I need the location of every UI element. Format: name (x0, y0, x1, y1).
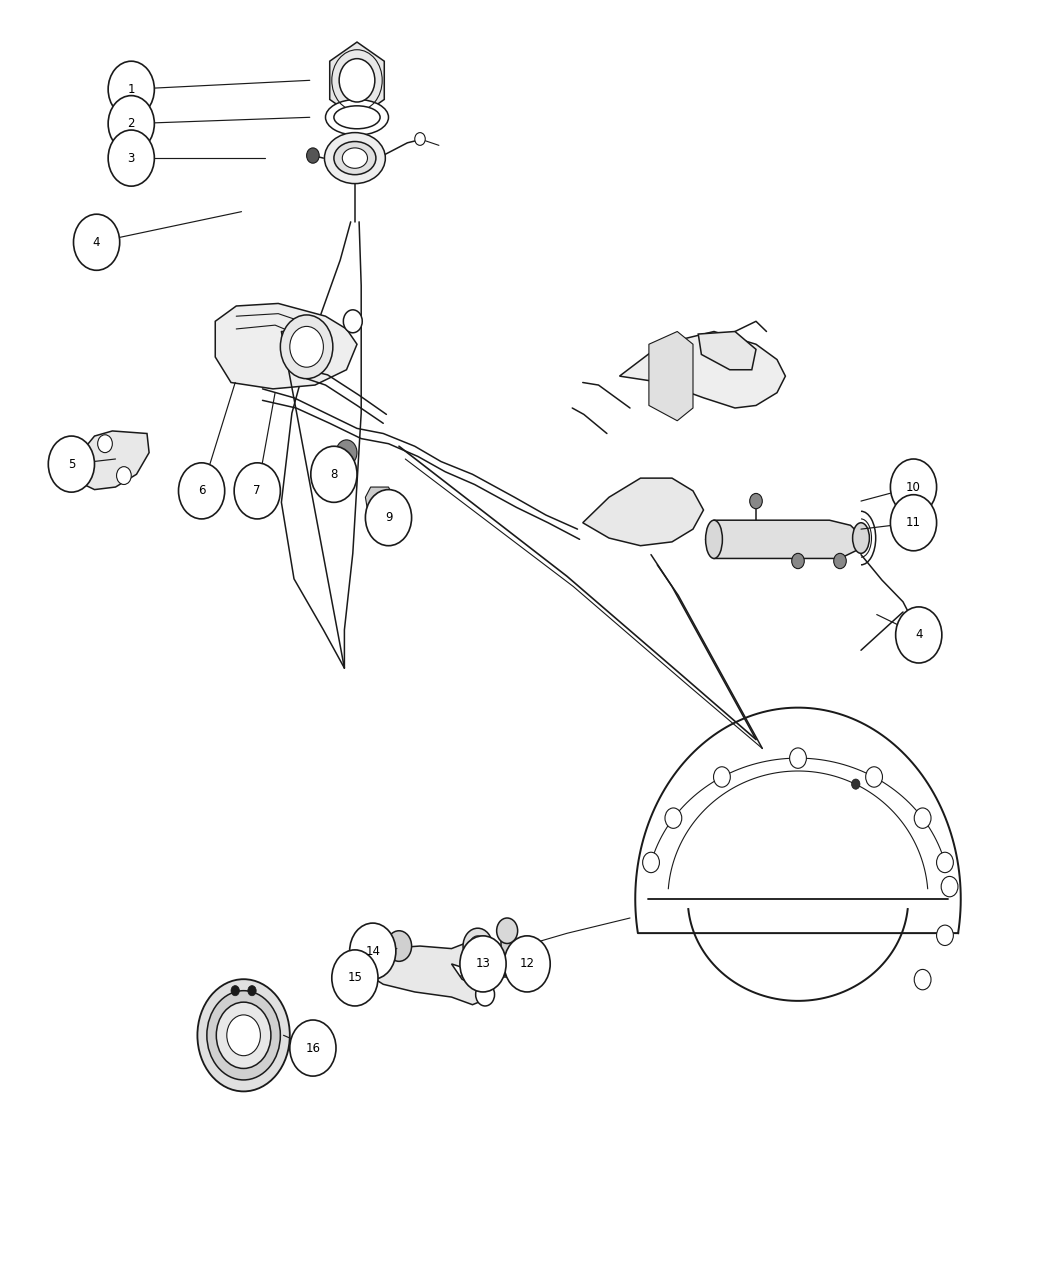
Circle shape (504, 936, 550, 992)
Ellipse shape (324, 133, 385, 184)
Text: 4: 4 (915, 629, 923, 641)
Circle shape (890, 459, 937, 515)
Circle shape (339, 59, 375, 102)
Ellipse shape (342, 148, 368, 168)
Circle shape (386, 931, 412, 961)
Circle shape (207, 991, 280, 1080)
Circle shape (98, 435, 112, 453)
Circle shape (108, 61, 154, 117)
Circle shape (915, 808, 931, 829)
Ellipse shape (334, 106, 380, 129)
Text: 3: 3 (127, 152, 135, 164)
Circle shape (280, 315, 333, 379)
Text: 14: 14 (365, 945, 380, 958)
Text: 1: 1 (127, 83, 135, 96)
Text: 5: 5 (67, 458, 76, 470)
Bar (501, 931, 513, 977)
Circle shape (248, 986, 256, 996)
Circle shape (469, 936, 486, 956)
Polygon shape (215, 303, 357, 389)
Circle shape (117, 467, 131, 484)
Circle shape (74, 214, 120, 270)
Ellipse shape (334, 142, 376, 175)
Text: 12: 12 (520, 958, 534, 970)
Circle shape (365, 490, 412, 546)
Circle shape (234, 463, 280, 519)
Circle shape (108, 130, 154, 186)
Text: 7: 7 (253, 484, 261, 497)
Text: 2: 2 (127, 117, 135, 130)
Polygon shape (706, 520, 861, 558)
Circle shape (350, 923, 396, 979)
Text: 9: 9 (384, 511, 393, 524)
Circle shape (231, 986, 239, 996)
Polygon shape (635, 708, 961, 933)
Circle shape (307, 148, 319, 163)
Circle shape (865, 766, 882, 787)
Circle shape (665, 808, 681, 829)
Text: 10: 10 (906, 481, 921, 493)
Polygon shape (357, 938, 491, 1005)
Circle shape (937, 926, 953, 946)
Text: 4: 4 (92, 236, 101, 249)
Circle shape (227, 1015, 260, 1056)
Circle shape (750, 493, 762, 509)
Circle shape (714, 766, 731, 787)
Polygon shape (620, 332, 785, 408)
Circle shape (216, 1002, 271, 1068)
Polygon shape (330, 42, 384, 119)
Text: 16: 16 (306, 1042, 320, 1054)
Circle shape (415, 133, 425, 145)
Ellipse shape (853, 523, 869, 553)
Circle shape (336, 440, 357, 465)
Circle shape (834, 553, 846, 569)
Circle shape (48, 436, 94, 492)
Polygon shape (74, 431, 149, 490)
Circle shape (463, 928, 492, 964)
Polygon shape (365, 487, 394, 513)
Circle shape (497, 918, 518, 944)
Circle shape (197, 979, 290, 1091)
Circle shape (896, 607, 942, 663)
Circle shape (290, 1020, 336, 1076)
Text: 11: 11 (906, 516, 921, 529)
Ellipse shape (326, 99, 388, 135)
Circle shape (178, 463, 225, 519)
Circle shape (915, 969, 931, 989)
Circle shape (476, 983, 495, 1006)
Circle shape (311, 446, 357, 502)
Text: 6: 6 (197, 484, 206, 497)
Polygon shape (583, 478, 704, 546)
Text: 8: 8 (330, 468, 338, 481)
Circle shape (343, 310, 362, 333)
Circle shape (790, 748, 806, 769)
Circle shape (460, 936, 506, 992)
Circle shape (290, 326, 323, 367)
Text: 15: 15 (348, 972, 362, 984)
Ellipse shape (498, 963, 517, 975)
Polygon shape (649, 332, 693, 421)
Text: 13: 13 (476, 958, 490, 970)
Polygon shape (698, 332, 756, 370)
Circle shape (332, 950, 378, 1006)
Circle shape (792, 553, 804, 569)
Circle shape (937, 852, 953, 872)
Circle shape (890, 495, 937, 551)
Circle shape (108, 96, 154, 152)
Circle shape (941, 876, 958, 896)
Circle shape (852, 779, 860, 789)
Ellipse shape (706, 520, 722, 558)
Circle shape (643, 852, 659, 872)
